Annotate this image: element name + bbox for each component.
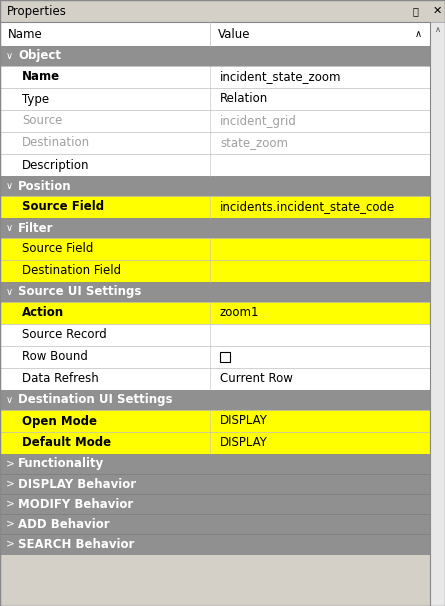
Text: Destination: Destination bbox=[22, 136, 90, 150]
Text: Destination UI Settings: Destination UI Settings bbox=[18, 393, 173, 407]
Text: >: > bbox=[6, 459, 15, 469]
Text: Relation: Relation bbox=[220, 93, 268, 105]
Text: incident_grid: incident_grid bbox=[220, 115, 297, 127]
Text: >: > bbox=[6, 519, 15, 529]
Text: ∧: ∧ bbox=[415, 29, 422, 39]
Bar bbox=[0, 324, 430, 346]
Bar bbox=[0, 390, 430, 410]
Text: Action: Action bbox=[22, 307, 64, 319]
Bar bbox=[0, 110, 430, 132]
Text: >: > bbox=[6, 499, 15, 509]
Text: Functionality: Functionality bbox=[18, 458, 104, 470]
Text: Description: Description bbox=[22, 159, 89, 171]
Text: zoom1: zoom1 bbox=[220, 307, 259, 319]
Text: DISPLAY Behavior: DISPLAY Behavior bbox=[18, 478, 136, 490]
Text: MODIFY Behavior: MODIFY Behavior bbox=[18, 498, 133, 510]
Bar bbox=[0, 66, 430, 88]
Text: >: > bbox=[6, 539, 15, 549]
Text: Destination Field: Destination Field bbox=[22, 264, 121, 278]
Text: DISPLAY: DISPLAY bbox=[220, 415, 268, 427]
Bar bbox=[0, 0, 445, 22]
Bar bbox=[0, 432, 430, 454]
Text: Source Record: Source Record bbox=[22, 328, 107, 342]
Bar bbox=[0, 196, 430, 218]
Text: Name: Name bbox=[22, 70, 60, 84]
Bar bbox=[0, 218, 430, 238]
Bar bbox=[0, 132, 430, 154]
Bar bbox=[0, 494, 430, 514]
Bar bbox=[0, 474, 430, 494]
Text: Object: Object bbox=[18, 50, 61, 62]
Text: DISPLAY: DISPLAY bbox=[220, 436, 268, 450]
Text: ∨: ∨ bbox=[6, 51, 13, 61]
Text: >: > bbox=[6, 479, 15, 489]
Text: ∨: ∨ bbox=[6, 223, 13, 233]
Bar bbox=[0, 154, 430, 176]
Bar bbox=[0, 282, 430, 302]
Text: state_zoom: state_zoom bbox=[220, 136, 288, 150]
Text: Source Field: Source Field bbox=[22, 242, 93, 256]
Text: Position: Position bbox=[18, 179, 72, 193]
Bar bbox=[0, 514, 430, 534]
Text: Open Mode: Open Mode bbox=[22, 415, 97, 427]
Text: Row Bound: Row Bound bbox=[22, 350, 88, 364]
Text: Source UI Settings: Source UI Settings bbox=[18, 285, 142, 299]
Text: Source Field: Source Field bbox=[22, 201, 104, 213]
Bar bbox=[0, 454, 430, 474]
Text: Data Refresh: Data Refresh bbox=[22, 373, 99, 385]
Text: 🗗: 🗗 bbox=[413, 6, 419, 16]
Text: Name: Name bbox=[8, 27, 43, 41]
Text: Properties: Properties bbox=[7, 4, 67, 18]
Text: SEARCH Behavior: SEARCH Behavior bbox=[18, 538, 134, 550]
Bar bbox=[0, 302, 430, 324]
Text: ∨: ∨ bbox=[6, 395, 13, 405]
Bar bbox=[0, 534, 430, 554]
Text: Source: Source bbox=[22, 115, 62, 127]
Text: ∧: ∧ bbox=[434, 25, 441, 35]
Text: ∨: ∨ bbox=[6, 287, 13, 297]
Bar bbox=[0, 260, 430, 282]
Text: Current Row: Current Row bbox=[220, 373, 293, 385]
Bar bbox=[0, 410, 430, 432]
Text: ∨: ∨ bbox=[6, 181, 13, 191]
Bar bbox=[0, 176, 430, 196]
Text: incident_state_zoom: incident_state_zoom bbox=[220, 70, 341, 84]
Text: ✕: ✕ bbox=[433, 6, 442, 16]
Bar bbox=[430, 22, 445, 606]
Text: Default Mode: Default Mode bbox=[22, 436, 111, 450]
Bar bbox=[0, 88, 430, 110]
Bar bbox=[0, 46, 430, 66]
Text: Value: Value bbox=[218, 27, 251, 41]
Bar bbox=[220, 352, 230, 362]
Text: Type: Type bbox=[22, 93, 49, 105]
Bar bbox=[0, 238, 430, 260]
Text: incidents.incident_state_code: incidents.incident_state_code bbox=[220, 201, 395, 213]
Bar bbox=[0, 346, 430, 368]
Text: Filter: Filter bbox=[18, 222, 53, 235]
Bar bbox=[0, 368, 430, 390]
Bar bbox=[0, 22, 430, 46]
Text: ADD Behavior: ADD Behavior bbox=[18, 518, 109, 530]
